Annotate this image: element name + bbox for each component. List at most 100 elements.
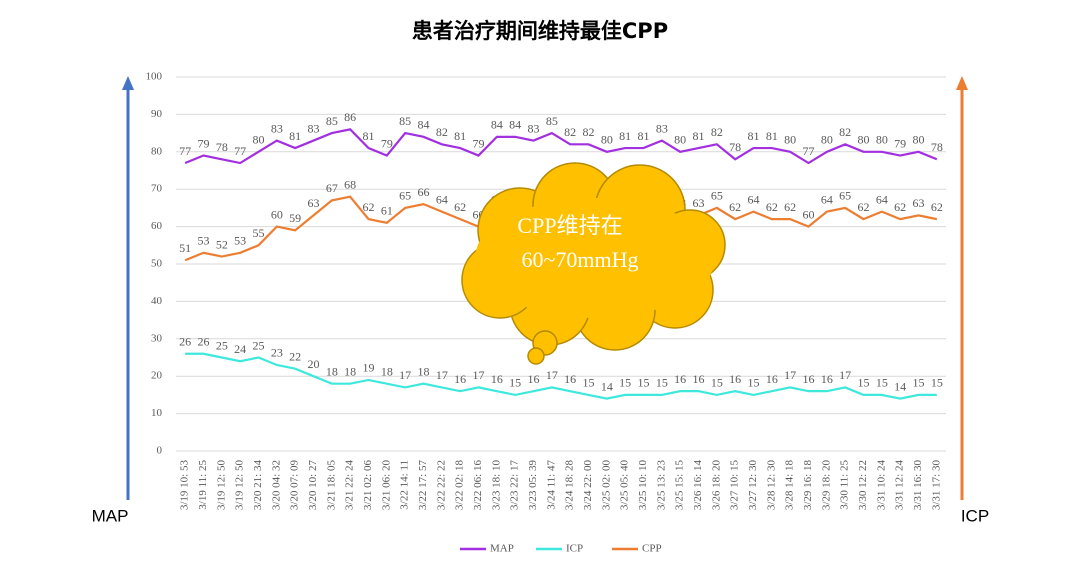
data-label: 62 [858, 200, 870, 214]
x-tick-label: 3/21 02: 06 [362, 460, 374, 511]
data-label: 78 [216, 140, 228, 154]
data-label: 15 [858, 376, 870, 390]
data-label: 82 [436, 125, 448, 139]
data-label: 85 [399, 114, 411, 128]
data-label: 15 [711, 376, 723, 390]
data-label: 83 [271, 121, 283, 135]
data-label: 20 [308, 357, 320, 371]
x-tick-label: 3/21 22: 24 [344, 460, 356, 511]
data-label: 83 [308, 121, 320, 135]
data-label: 18 [381, 364, 393, 378]
data-label: 83 [528, 121, 540, 135]
data-label: 16 [564, 372, 576, 386]
data-label: 17 [839, 368, 851, 382]
data-label: 19 [363, 361, 375, 375]
data-label: 18 [344, 364, 356, 378]
data-label: 16 [528, 372, 540, 386]
data-label: 65 [711, 189, 723, 203]
x-tick-label: 3/25 15: 15 [674, 460, 686, 511]
right-axis-label: ICP [961, 506, 989, 525]
data-label: 77 [179, 144, 191, 158]
data-label: 80 [601, 133, 613, 147]
data-label: 64 [748, 192, 760, 206]
data-label: 59 [289, 211, 301, 225]
data-label: 15 [583, 376, 595, 390]
data-label: 62 [894, 200, 906, 214]
x-tick-label: 3/24 11: 47 [545, 460, 557, 510]
data-label: 23 [271, 346, 283, 360]
data-label: 62 [363, 200, 375, 214]
data-label: 81 [693, 129, 705, 143]
legend-label: CPP [642, 543, 662, 555]
series-line [184, 128, 938, 165]
data-label: 16 [821, 372, 833, 386]
data-label: 68 [344, 177, 356, 191]
data-label: 15 [931, 376, 943, 390]
data-label: 63 [308, 196, 320, 210]
data-label: 16 [674, 372, 686, 386]
data-label: 86 [344, 110, 356, 124]
data-label: 66 [418, 185, 430, 199]
data-label: 15 [913, 376, 925, 390]
annotation: 60~70mmHg [521, 247, 638, 272]
x-tick-label: 3/22 22: 22 [435, 460, 447, 510]
data-label: 81 [289, 129, 301, 143]
y-tick-label: 80 [151, 145, 163, 157]
data-label: 80 [876, 133, 888, 147]
data-label: 17 [399, 368, 411, 382]
data-label: 60 [271, 207, 283, 221]
x-tick-label: 3/31 16: 30 [912, 460, 924, 511]
data-label: 17 [784, 368, 796, 382]
data-label: 65 [399, 189, 411, 203]
data-label: 17 [473, 368, 485, 382]
data-label: 16 [491, 372, 503, 386]
data-label: 62 [766, 200, 778, 214]
x-tick-label: 3/20 21: 34 [252, 460, 264, 511]
y-tick-label: 60 [151, 220, 163, 232]
y-tick-label: 40 [151, 295, 163, 307]
chart-title: 患者治疗期间维持最佳CPP [412, 19, 668, 43]
data-label: 82 [564, 125, 576, 139]
x-tick-label: 3/23 05: 39 [527, 460, 539, 511]
x-tick-label: 3/19 10: 53 [179, 460, 191, 511]
x-tick-label: 3/29 18: 20 [820, 460, 832, 511]
data-label: 15 [876, 376, 888, 390]
data-label: 82 [583, 125, 595, 139]
x-tick-label: 3/25 10: 10 [637, 460, 649, 511]
y-tick-label: 0 [157, 445, 163, 457]
data-label: 16 [454, 372, 466, 386]
x-tick-label: 3/31 12: 24 [894, 460, 906, 511]
y-tick-label: 10 [151, 407, 163, 419]
data-label: 82 [711, 125, 723, 139]
x-tick-label: 3/31 10: 24 [875, 460, 887, 511]
x-tick-label: 3/21 18: 05 [325, 460, 337, 511]
x-tick-label: 3/25 13: 23 [655, 460, 667, 511]
data-label: 16 [693, 372, 705, 386]
x-tick-label: 3/24 22: 00 [582, 460, 594, 511]
data-label: 81 [748, 129, 760, 143]
data-label: 67 [326, 181, 338, 195]
data-label: 63 [913, 196, 925, 210]
x-tick-label: 3/27 10: 15 [729, 460, 741, 511]
data-label: 53 [234, 234, 246, 248]
data-label: 79 [473, 136, 485, 150]
x-tick-label: 3/22 14: 11 [399, 460, 411, 510]
data-label: 53 [198, 234, 210, 248]
x-tick-label: 3/19 12: 50 [215, 460, 227, 511]
x-tick-label: 3/19 12: 50 [234, 460, 246, 511]
data-label: 17 [546, 368, 558, 382]
x-tick-label: 3/25 05: 40 [619, 460, 631, 511]
data-label: 85 [326, 114, 338, 128]
x-tick-label: 3/31 17: 30 [930, 460, 942, 511]
data-label: 14 [894, 379, 906, 393]
data-label: 83 [656, 121, 668, 135]
y-tick-label: 20 [151, 370, 163, 382]
data-label: 84 [491, 118, 503, 132]
data-label: 26 [198, 335, 210, 349]
data-label: 80 [913, 133, 925, 147]
data-label: 14 [601, 379, 613, 393]
data-label: 61 [381, 204, 393, 218]
data-label: 52 [216, 237, 228, 251]
data-label: 22 [289, 349, 301, 363]
data-label: 80 [821, 133, 833, 147]
